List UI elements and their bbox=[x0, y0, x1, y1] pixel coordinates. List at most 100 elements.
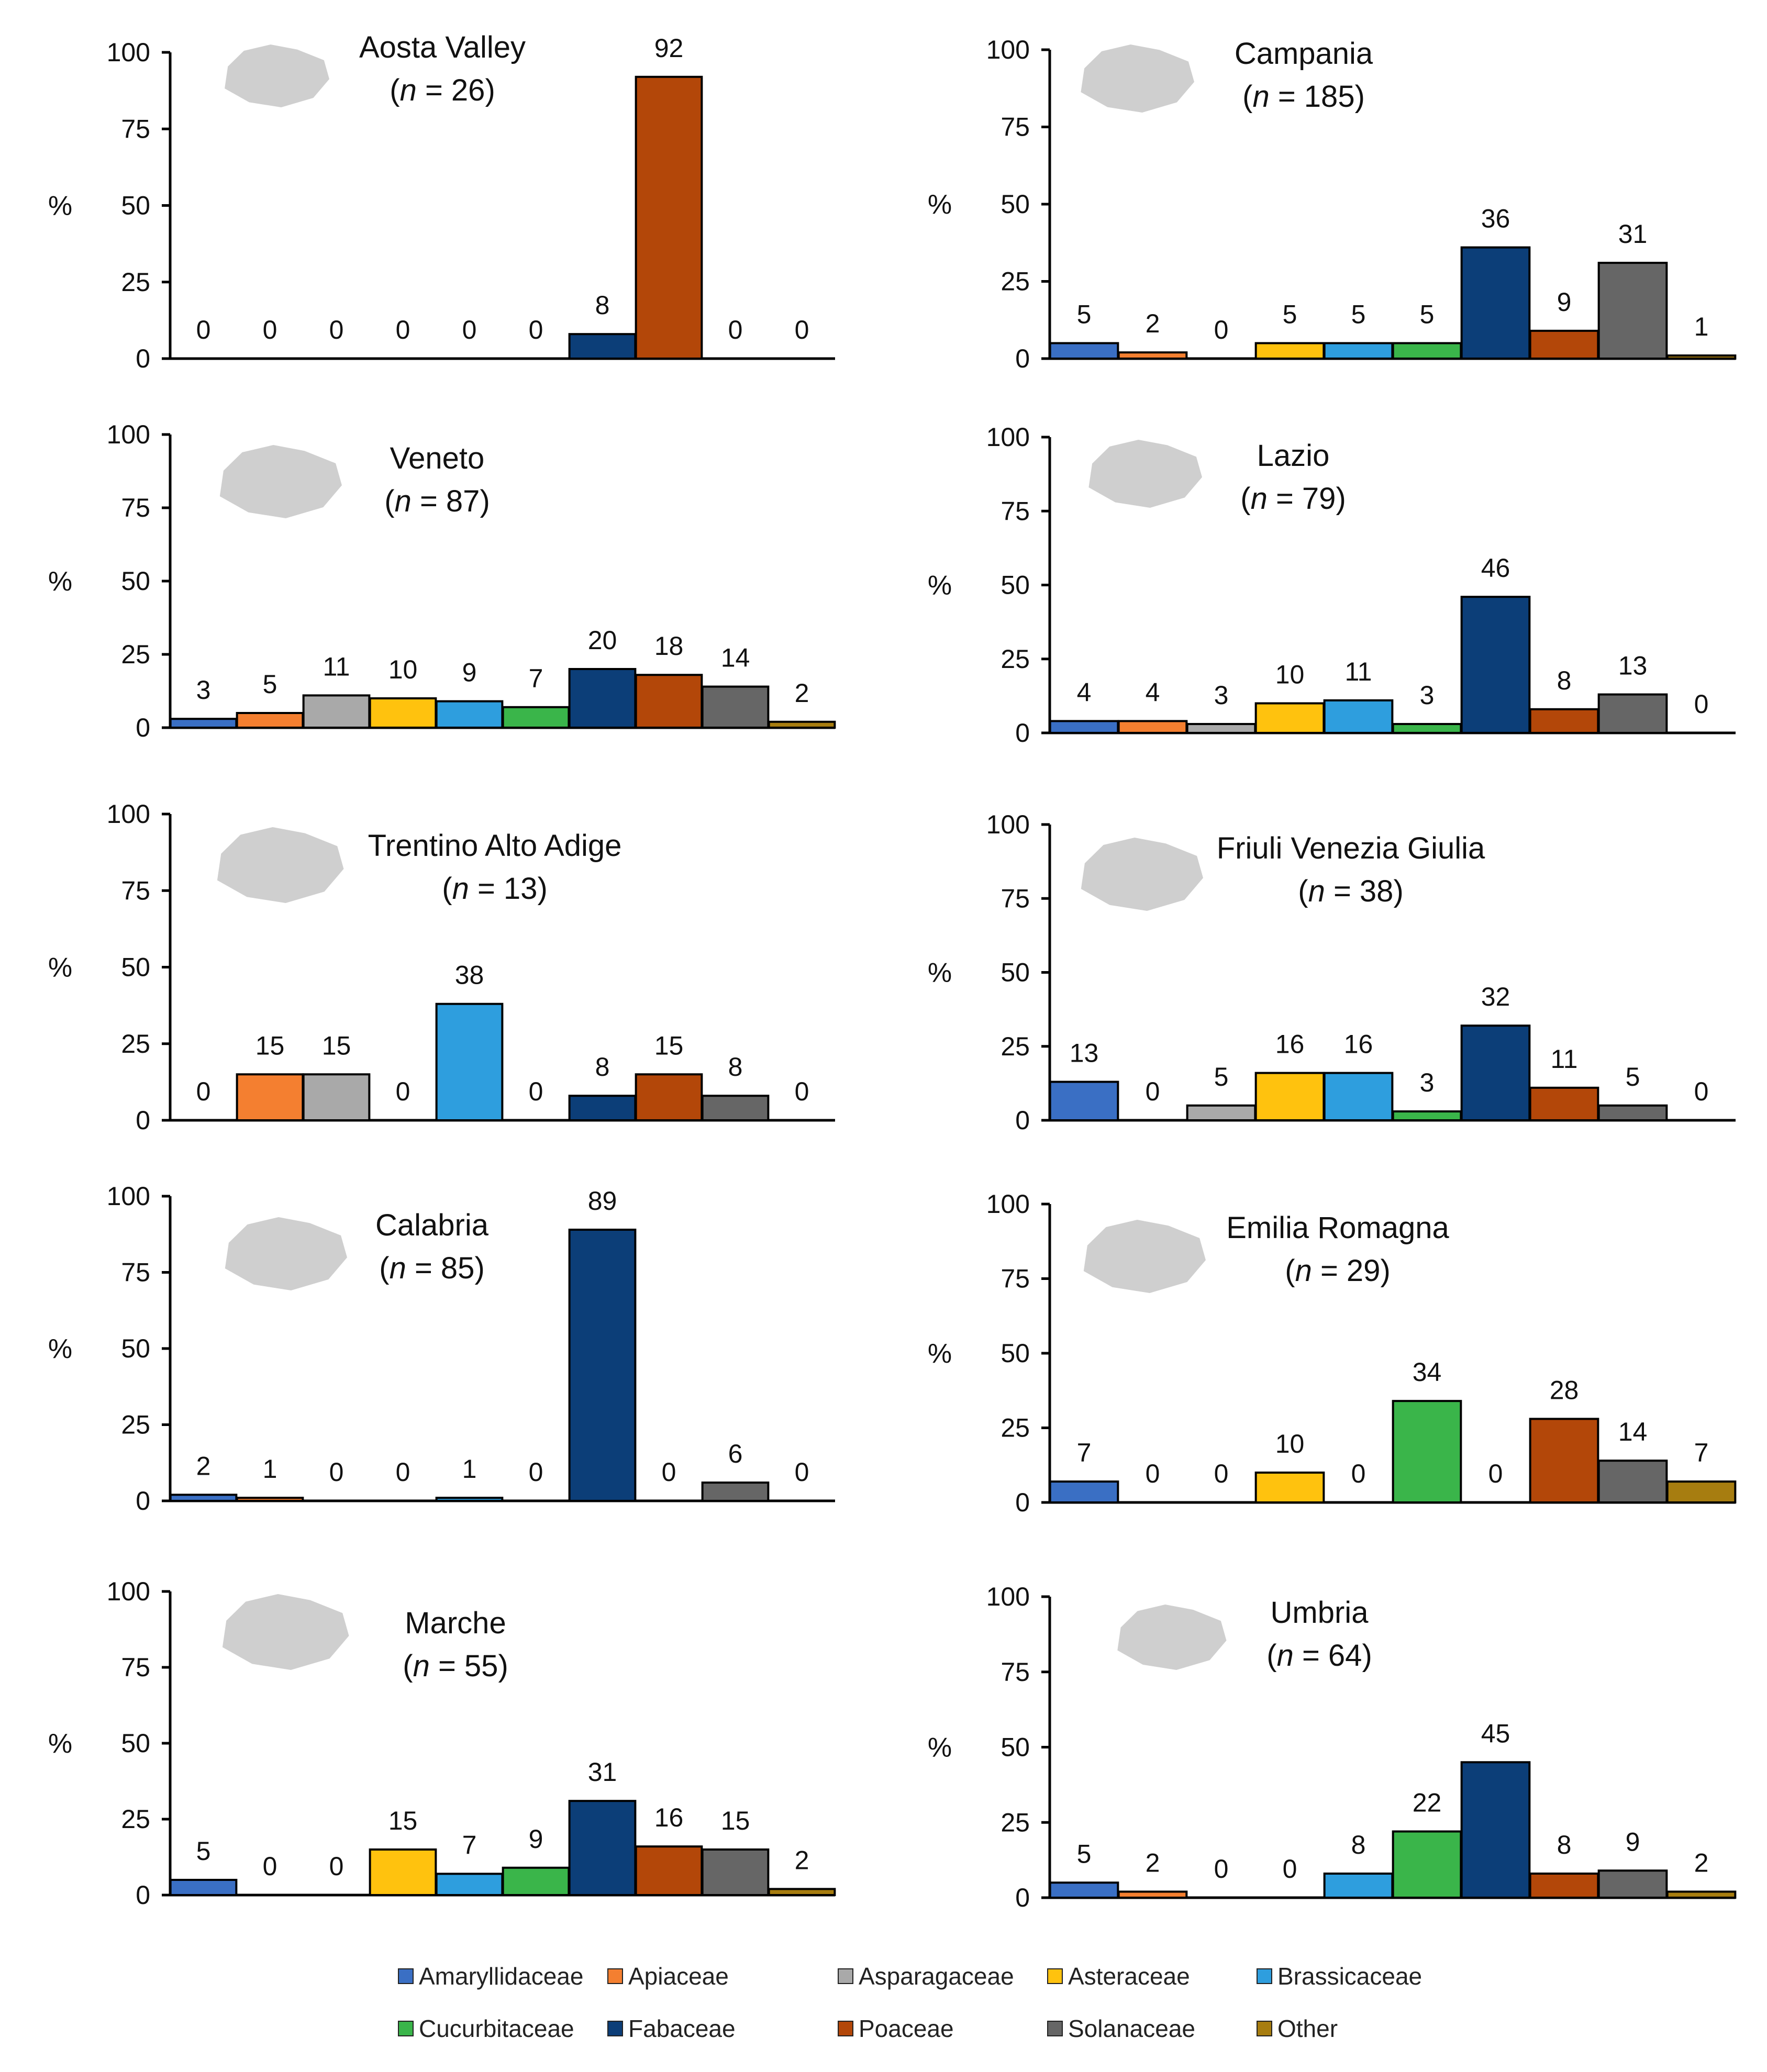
data-label: 8 bbox=[595, 1052, 610, 1082]
bar-other bbox=[768, 1888, 836, 1896]
bar-other bbox=[1666, 1480, 1737, 1504]
y-tick-label: 75 bbox=[1001, 1657, 1030, 1687]
data-label: 13 bbox=[1618, 651, 1648, 681]
bar-asparagaceae bbox=[1186, 1104, 1257, 1121]
bar-cucurbitaceae bbox=[1392, 723, 1462, 734]
bar-poaceae bbox=[635, 1073, 703, 1121]
bar-apiaceae bbox=[1117, 351, 1188, 360]
chart-title: Campania bbox=[1235, 37, 1373, 71]
data-label: 0 bbox=[1283, 1854, 1297, 1884]
data-label: 5 bbox=[1283, 300, 1297, 329]
sample-size-label: (n = 29) bbox=[1285, 1254, 1391, 1288]
data-label: 10 bbox=[388, 655, 418, 684]
chart-title: Emilia Romagna bbox=[1226, 1211, 1449, 1245]
y-tick-label: 100 bbox=[107, 420, 150, 449]
bar-poaceae bbox=[1529, 708, 1599, 734]
data-label: 5 bbox=[1077, 300, 1092, 329]
bar-apiaceae bbox=[236, 1073, 304, 1121]
y-tick-label: 0 bbox=[136, 344, 150, 373]
y-axis-label: % bbox=[48, 566, 72, 597]
bar-fabaceae bbox=[568, 333, 637, 360]
data-label: 1 bbox=[462, 1454, 477, 1484]
y-tick-label: 75 bbox=[121, 493, 150, 522]
data-label: 7 bbox=[1694, 1438, 1709, 1467]
legend-swatch bbox=[1257, 2021, 1272, 2036]
y-tick-label: 0 bbox=[136, 1106, 150, 1135]
region-map-icon bbox=[1081, 44, 1194, 113]
bar-brassicaceae bbox=[1323, 1072, 1394, 1122]
bar-amaryllidaceae bbox=[169, 1879, 238, 1896]
data-label: 0 bbox=[1214, 315, 1229, 344]
sample-size-label: (n = 38) bbox=[1298, 874, 1404, 908]
sample-size-label: (n = 26) bbox=[390, 73, 495, 107]
legend-swatch bbox=[1257, 1968, 1272, 1984]
legend-item-apiaceae: Apiaceae bbox=[607, 1958, 729, 1995]
bar-fabaceae bbox=[568, 668, 637, 729]
data-label: 20 bbox=[588, 626, 617, 655]
data-label: 36 bbox=[1481, 204, 1510, 233]
sample-size-label: (n = 79) bbox=[1240, 482, 1346, 516]
data-label: 18 bbox=[654, 631, 684, 661]
bar-asteraceae bbox=[1254, 1072, 1325, 1122]
legend-swatch bbox=[838, 2021, 853, 2036]
data-label: 14 bbox=[721, 643, 750, 673]
data-label: 0 bbox=[529, 1077, 543, 1106]
y-axis-label: % bbox=[48, 953, 72, 983]
bar-amaryllidaceae bbox=[169, 1494, 238, 1502]
data-label: 0 bbox=[662, 1457, 676, 1487]
data-label: 92 bbox=[654, 34, 684, 63]
bar-asteraceae bbox=[369, 1848, 437, 1896]
legend-label: Other bbox=[1277, 2015, 1338, 2042]
data-label: 15 bbox=[255, 1031, 285, 1060]
y-tick-label: 75 bbox=[1001, 496, 1030, 526]
bar-poaceae bbox=[1529, 1418, 1599, 1503]
bar-other bbox=[1666, 354, 1737, 360]
bar-asteraceae bbox=[1254, 342, 1325, 360]
y-tick-label: 75 bbox=[1001, 113, 1030, 142]
legend-item-poaceae: Poaceae bbox=[838, 2010, 954, 2047]
y-tick-label: 50 bbox=[121, 566, 150, 596]
bar-solanaceae bbox=[1597, 1460, 1668, 1503]
data-label: 8 bbox=[728, 1052, 743, 1082]
data-label: 15 bbox=[654, 1031, 684, 1060]
data-label: 0 bbox=[462, 315, 477, 344]
sample-size-label: (n = 13) bbox=[442, 872, 548, 906]
bar-apiaceae bbox=[1117, 1890, 1188, 1899]
bar-fabaceae bbox=[1460, 1024, 1531, 1121]
data-label: 5 bbox=[263, 670, 277, 699]
y-tick-label: 75 bbox=[1001, 1264, 1030, 1294]
data-label: 16 bbox=[1275, 1030, 1305, 1059]
data-label: 0 bbox=[1146, 1459, 1160, 1488]
chart-title: Umbria bbox=[1271, 1596, 1369, 1630]
y-tick-label: 50 bbox=[121, 1729, 150, 1758]
data-label: 3 bbox=[1214, 681, 1229, 710]
bar-other bbox=[1666, 1890, 1737, 1899]
y-axis-label: % bbox=[928, 958, 952, 988]
data-label: 0 bbox=[329, 315, 344, 344]
sample-size-label: (n = 87) bbox=[384, 484, 490, 518]
data-label: 10 bbox=[1275, 1429, 1305, 1458]
y-tick-label: 100 bbox=[107, 38, 150, 67]
y-axis-label: % bbox=[48, 1334, 72, 1364]
data-label: 7 bbox=[1077, 1438, 1092, 1467]
chart-title: Aosta Valley bbox=[359, 30, 526, 64]
legend-swatch bbox=[1047, 1968, 1063, 1984]
chart-umbria: 0 25 50 75 100% 5 2 0 0 8 22 45 8 9 2 Umbria (n = 64) bbox=[928, 1582, 1737, 1912]
data-label: 32 bbox=[1481, 982, 1510, 1011]
chart-title: Trentino Alto Adige bbox=[368, 829, 622, 863]
data-label: 3 bbox=[196, 675, 211, 705]
legend-swatch bbox=[607, 2021, 623, 2036]
data-label: 15 bbox=[322, 1031, 351, 1060]
bar-amaryllidaceae bbox=[169, 718, 238, 729]
data-label: 13 bbox=[1070, 1039, 1099, 1068]
y-tick-label: 100 bbox=[986, 1189, 1030, 1219]
bar-fabaceae bbox=[1460, 1761, 1531, 1899]
data-label: 89 bbox=[588, 1186, 617, 1216]
bar-fabaceae bbox=[568, 1095, 637, 1121]
data-label: 11 bbox=[323, 652, 350, 681]
data-label: 1 bbox=[1694, 312, 1709, 341]
data-label: 0 bbox=[329, 1457, 344, 1487]
data-label: 0 bbox=[1694, 1077, 1709, 1106]
